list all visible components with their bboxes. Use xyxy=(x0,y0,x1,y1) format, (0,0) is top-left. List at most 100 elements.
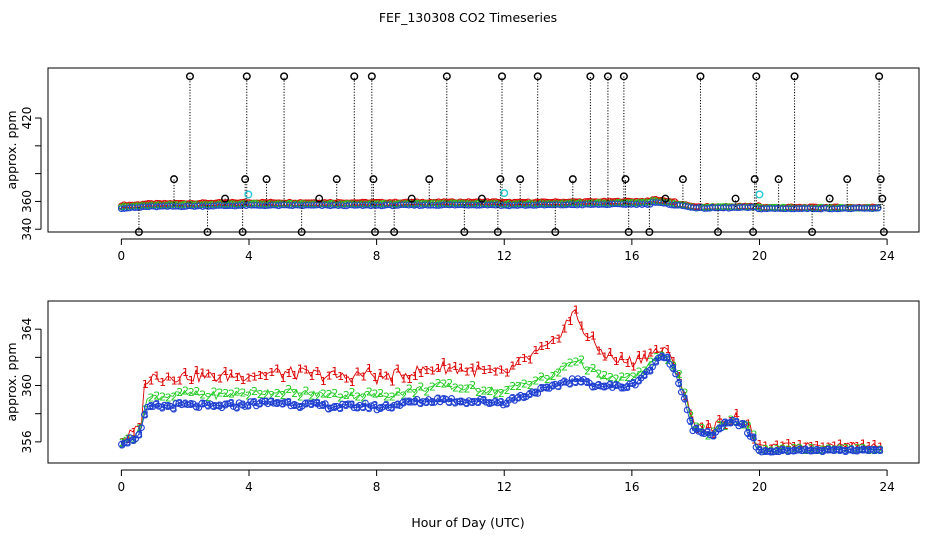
series-3-label-mark: 3 xyxy=(739,418,746,431)
series-3-label-mark: 3 xyxy=(653,355,660,368)
series-3-marker xyxy=(686,417,694,425)
bottom-x-tick-label: 16 xyxy=(624,480,639,494)
series-2-label-mark: 2 xyxy=(182,385,189,398)
series-1-label-mark: 1 xyxy=(481,364,488,377)
series-3-marker xyxy=(198,400,206,407)
series-1-label-mark: 1 xyxy=(458,362,465,375)
series-2-label-mark: 2 xyxy=(509,380,516,393)
series-2-label-mark: 2 xyxy=(802,444,809,457)
series-3-marker xyxy=(419,398,427,405)
series-2-label-mark: 2 xyxy=(308,390,315,403)
series-3-marker xyxy=(534,390,542,397)
series-1-label-mark: 1 xyxy=(820,440,827,453)
series-3-label-mark: 3 xyxy=(239,399,246,412)
top-spike-marker xyxy=(533,72,542,81)
series-2-label-mark: 2 xyxy=(641,364,648,377)
series-1-label-mark: 1 xyxy=(756,438,763,451)
series-2-label-mark: 2 xyxy=(670,360,677,373)
series-1-label-mark: 1 xyxy=(228,368,235,381)
series-3-marker xyxy=(706,431,714,439)
top-spike-marker xyxy=(134,227,143,236)
series-3-marker xyxy=(241,403,249,410)
series-3-label-mark: 3 xyxy=(664,352,671,365)
series-2-label-mark: 2 xyxy=(245,389,252,402)
series-1-label-mark: 1 xyxy=(733,407,740,420)
series-2-label-mark: 2 xyxy=(573,355,580,368)
series-3-marker xyxy=(649,363,656,371)
series-2-label-mark: 2 xyxy=(475,386,482,399)
top-spike-marker xyxy=(619,72,628,81)
series-3-label-mark: 3 xyxy=(360,401,367,414)
series-3-marker xyxy=(376,404,384,412)
series-1-label-mark: 1 xyxy=(785,437,792,450)
series-3-marker xyxy=(296,403,303,411)
series-3-marker xyxy=(683,406,691,414)
top-x-tick-label: 16 xyxy=(624,249,639,263)
bottom-y-tick-label: 364 xyxy=(20,318,34,341)
series-3-label-mark: 3 xyxy=(504,397,511,410)
series-2-label-mark: 2 xyxy=(458,382,465,395)
series-1-label-mark: 1 xyxy=(527,354,534,367)
top-spike-marker xyxy=(661,194,670,203)
series-3-label-mark: 3 xyxy=(171,402,178,415)
series-1-label-mark: 1 xyxy=(486,363,493,376)
series-2-label-mark: 2 xyxy=(171,390,178,403)
series-3-label-mark: 3 xyxy=(199,397,206,410)
series-3-label-mark: 3 xyxy=(596,379,603,392)
series-2-label-mark: 2 xyxy=(136,422,143,435)
series-2-label-mark: 2 xyxy=(337,391,344,404)
series-1-label-mark: 1 xyxy=(745,418,752,431)
bottom-x-tick-label: 0 xyxy=(118,480,126,494)
series-2-label-mark: 2 xyxy=(418,380,425,393)
series-2-label-mark: 2 xyxy=(331,387,338,400)
series-3-label-mark: 3 xyxy=(521,391,528,404)
series-3-label-mark: 3 xyxy=(785,445,792,458)
series-1-label-mark: 1 xyxy=(573,304,580,317)
series-2-label-mark: 2 xyxy=(555,367,562,380)
series-3-marker xyxy=(344,400,352,408)
series-3-marker xyxy=(212,402,220,409)
series-2-label-mark: 2 xyxy=(148,391,155,404)
series-3-label-mark: 3 xyxy=(372,399,379,412)
top-spike-marker xyxy=(624,227,633,236)
series-3-label-mark: 3 xyxy=(567,378,574,391)
top-cyan-marker xyxy=(244,190,253,199)
top-spike-marker xyxy=(774,175,783,184)
series-1-label-mark: 1 xyxy=(234,371,241,384)
series-3-marker xyxy=(741,420,748,428)
top-spike-marker xyxy=(843,175,852,184)
series-1-label-mark: 1 xyxy=(360,370,367,383)
top-spike-marker xyxy=(879,227,888,236)
series-1-label-mark: 1 xyxy=(797,438,804,451)
series-1-label-mark: 1 xyxy=(774,438,781,451)
series-3-marker xyxy=(324,405,332,413)
series-2-label-mark: 2 xyxy=(544,373,551,386)
series-2-label-mark: 2 xyxy=(188,386,195,399)
series-1-label-mark: 1 xyxy=(257,369,264,382)
series-1-label-mark: 1 xyxy=(262,370,269,383)
top-spike-marker xyxy=(332,175,341,184)
series-2-label-mark: 2 xyxy=(550,370,557,383)
series-2-label-mark: 2 xyxy=(590,362,597,375)
series-3-label-mark: 3 xyxy=(165,400,172,413)
series-2-label-mark: 2 xyxy=(521,377,528,390)
series-2-label-mark: 2 xyxy=(239,387,246,400)
series-2-label-mark: 2 xyxy=(268,389,275,402)
series-2-label-mark: 2 xyxy=(710,426,717,439)
series-3-label-mark: 3 xyxy=(182,398,189,411)
series-2-label-mark: 2 xyxy=(739,418,746,431)
series-1-label-mark: 1 xyxy=(446,362,453,375)
series-2-label-mark: 2 xyxy=(320,387,327,400)
series-3-label-mark: 3 xyxy=(245,400,252,413)
series-1-label-mark: 1 xyxy=(211,371,218,384)
series-2-label-mark: 2 xyxy=(596,368,603,381)
series-3-marker xyxy=(141,411,148,419)
series-3-marker xyxy=(565,380,573,387)
series-1-label-mark: 1 xyxy=(297,363,304,376)
top-spike-marker xyxy=(315,194,324,203)
top-spike-marker xyxy=(551,227,560,236)
series-1-label-mark: 1 xyxy=(779,440,786,453)
series-3-label-mark: 3 xyxy=(619,381,626,394)
series-1-label-mark: 1 xyxy=(245,372,252,385)
series-3-marker xyxy=(232,404,240,411)
